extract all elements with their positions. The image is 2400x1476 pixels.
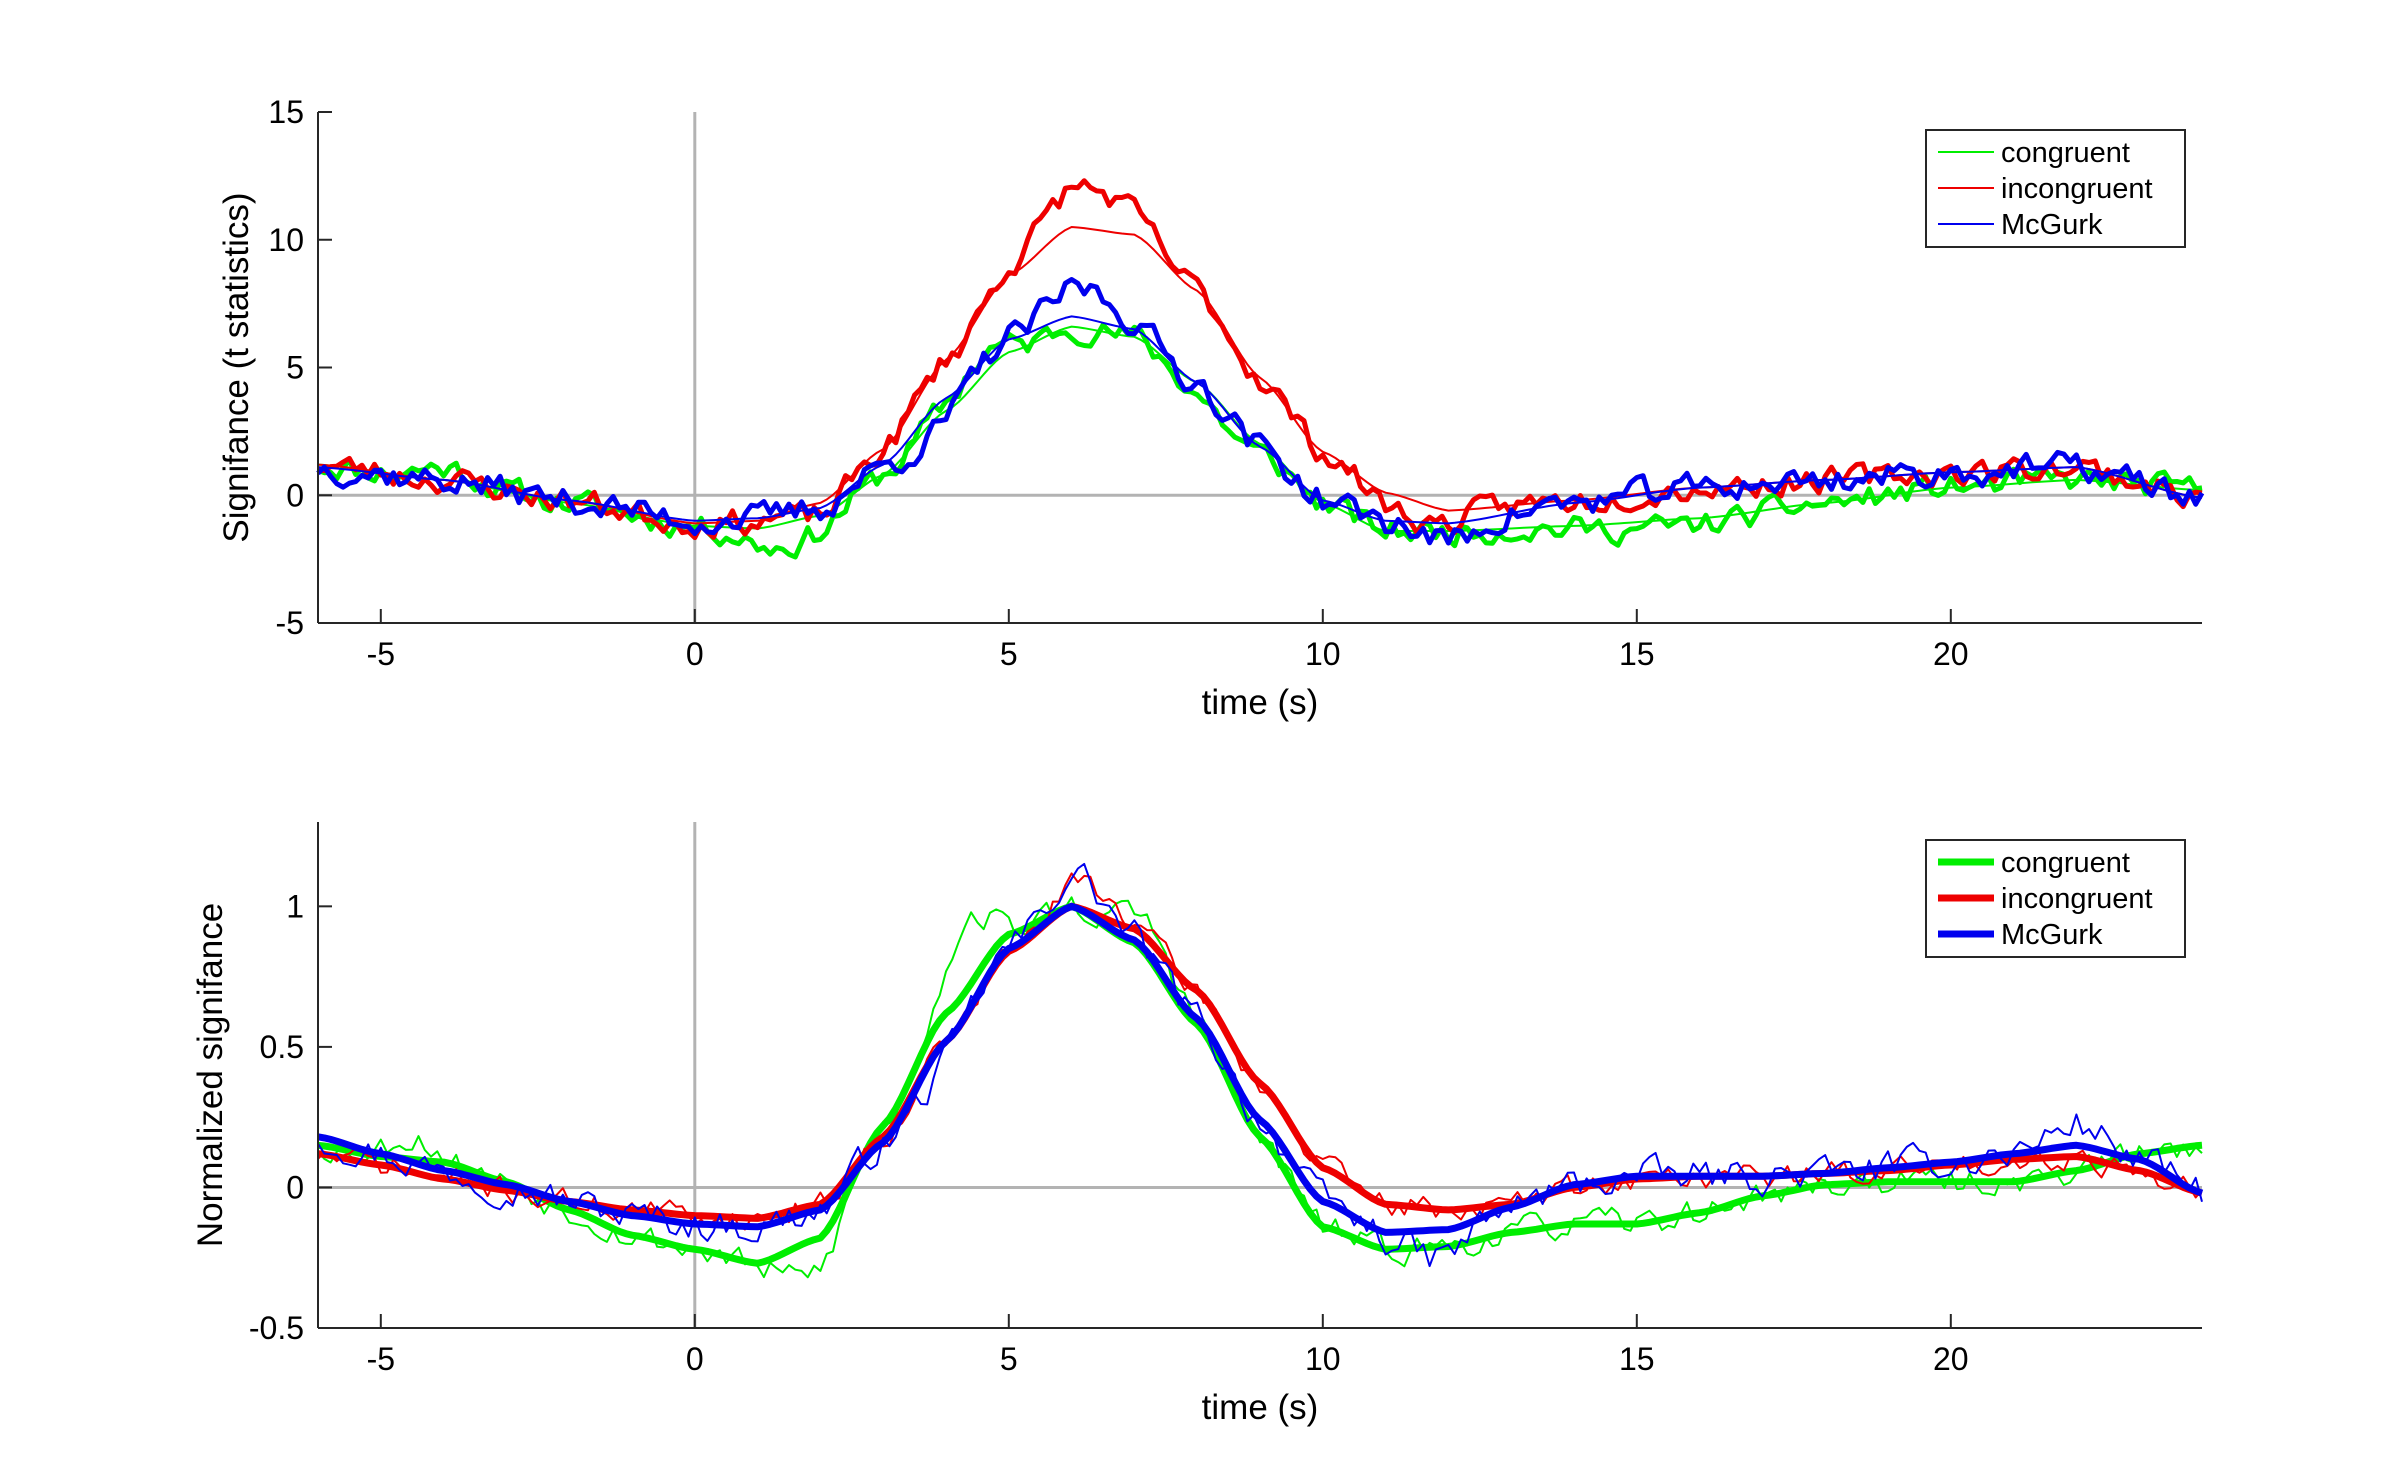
series-mcgurk-raw-line [316, 277, 2205, 546]
y-tick-label: 0.5 [260, 1029, 304, 1065]
y-tick-label: -5 [276, 605, 304, 641]
chart-panel-2: -5 0 5 10 15 20 -0.5 0 0.5 1 time (s) Normalized si… [191, 822, 2204, 1427]
legend-label-incongruent: incongruent [2001, 173, 2153, 205]
series-congruent-fit-line [317, 902, 2203, 1267]
x-tick-label: 5 [1000, 1341, 1018, 1377]
x-tick-label: 15 [1619, 636, 1655, 672]
series-incongruent-raw-line [317, 872, 2203, 1231]
y-tick-label: 0 [286, 477, 304, 513]
y-tick-label: 15 [268, 94, 304, 130]
series-mcgurk-fit-line [317, 315, 2203, 525]
legend-label-congruent: congruent [2001, 137, 2130, 169]
legend: congruent incongruent McGurk [1925, 129, 2186, 248]
legend-label-mcgurk: McGurk [2001, 919, 2103, 951]
x-tick-label: 10 [1305, 1341, 1341, 1377]
x-tick-label: -5 [367, 636, 395, 672]
legend-label-congruent: congruent [2001, 847, 2130, 879]
y-tick-label: 1 [286, 888, 304, 924]
y-axis-label: Signifance (t statistics) [217, 192, 256, 542]
series-congruent-raw-line [317, 896, 2203, 1279]
y-tick-label: 0 [286, 1169, 304, 1205]
x-axis-label: time (s) [1202, 1388, 1319, 1427]
x-tick-label: 20 [1933, 636, 1969, 672]
x-tick-label: 20 [1933, 1341, 1969, 1377]
series-mcgurk-raw-line [317, 862, 2203, 1268]
x-tick-label: 10 [1305, 636, 1341, 672]
x-tick-label: 0 [686, 636, 704, 672]
chart-panel-1: -5 0 5 10 15 20 -5 0 5 10 15 time (s) Signifance (t … [217, 94, 2205, 722]
series-congruent-fit-line [317, 325, 2203, 532]
series-congruent-raw-line [317, 322, 2203, 560]
legend-label-mcgurk: McGurk [2001, 209, 2103, 241]
x-tick-label: 15 [1619, 1341, 1655, 1377]
y-tick-label: 10 [268, 222, 304, 258]
y-tick-label: 5 [286, 350, 304, 386]
y-tick-label: -0.5 [249, 1310, 304, 1346]
series-mcgurk-fit-line [317, 902, 2204, 1236]
legend-label-incongruent: incongruent [2001, 883, 2153, 915]
x-tick-label: 0 [686, 1341, 704, 1377]
x-axis-label: time (s) [1202, 683, 1319, 722]
y-axis-label: Normalized signifance [191, 903, 230, 1247]
legend: congruent incongruent McGurk [1925, 839, 2186, 958]
x-tick-label: 5 [1000, 636, 1018, 672]
legend-box [1925, 129, 2186, 248]
x-tick-label: -5 [367, 1341, 395, 1377]
